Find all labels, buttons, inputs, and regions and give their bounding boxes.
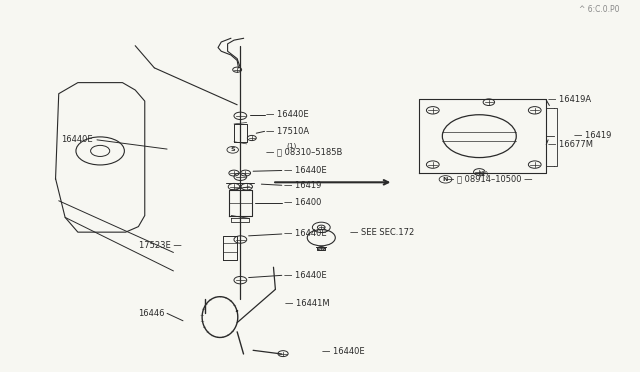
Text: — 16440E: — 16440E xyxy=(284,230,326,238)
Text: N: N xyxy=(443,177,448,182)
Text: — 16441M: — 16441M xyxy=(285,299,330,308)
Text: — 16419: — 16419 xyxy=(284,181,321,190)
Text: — 16440E: — 16440E xyxy=(266,110,308,119)
Text: — 17510A: — 17510A xyxy=(266,127,309,136)
Text: — SEE SEC.172: — SEE SEC.172 xyxy=(350,228,414,237)
Text: ^ 6:C.0.P0: ^ 6:C.0.P0 xyxy=(579,5,620,14)
Text: — 16440E: — 16440E xyxy=(284,166,326,175)
Text: — 16440E: — 16440E xyxy=(322,347,365,356)
Text: — 16400: — 16400 xyxy=(284,198,321,207)
Text: 17523E —: 17523E — xyxy=(139,241,182,250)
Text: — 16419A: — 16419A xyxy=(548,96,591,105)
Text: — Ⓢ 08310–5185B: — Ⓢ 08310–5185B xyxy=(266,148,342,157)
Text: (1): (1) xyxy=(287,143,297,150)
Text: — 16677M: — 16677M xyxy=(548,140,593,149)
Text: 16440E: 16440E xyxy=(61,135,92,144)
Text: — 16419: — 16419 xyxy=(573,131,611,140)
Text: — 16440E: — 16440E xyxy=(284,271,326,280)
Text: 16446: 16446 xyxy=(138,309,165,318)
Text: — Ⓝ 08914–10500 —: — Ⓝ 08914–10500 — xyxy=(446,175,532,184)
Text: (1): (1) xyxy=(478,170,488,177)
Text: S: S xyxy=(230,147,235,152)
